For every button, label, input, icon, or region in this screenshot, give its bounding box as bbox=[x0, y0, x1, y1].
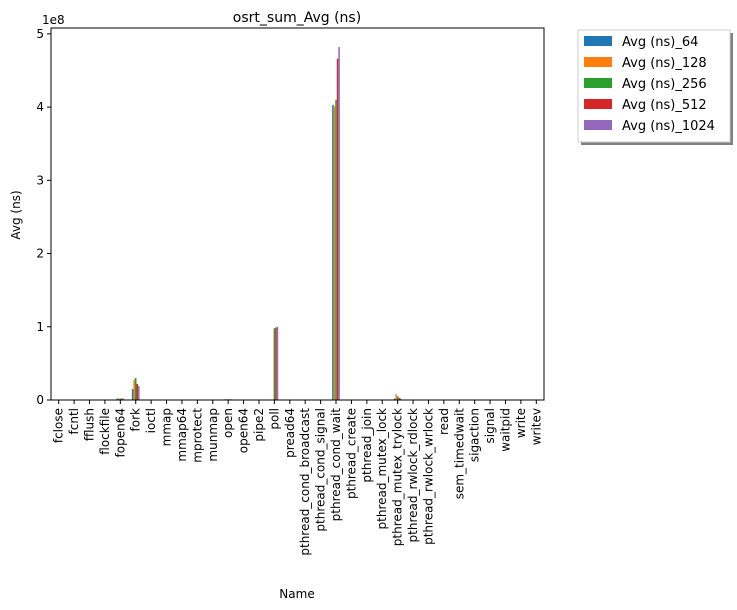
x-tick-label: pthread_mutex_trylock bbox=[391, 408, 405, 546]
x-tick-label: waitpid bbox=[498, 408, 512, 452]
bar-avg-ns-256-fopen64 bbox=[119, 398, 122, 400]
y-tick-label: 0 bbox=[36, 393, 44, 407]
x-tick-label: flockfile bbox=[98, 408, 112, 455]
y-axis-ticks: 0 1 2 3 4 5 bbox=[36, 27, 51, 407]
x-tick-label: pthread_cond_wait bbox=[329, 408, 343, 522]
x-tick-label: pipe2 bbox=[252, 408, 266, 442]
bar-avg-ns-1024-poll bbox=[276, 326, 279, 400]
x-tick-label: signal bbox=[483, 408, 497, 444]
bar-avg-ns-256-poll bbox=[273, 328, 276, 400]
y-axis-label: Avg (ns) bbox=[9, 190, 23, 239]
bar-avg-ns-128-fork bbox=[133, 379, 135, 400]
bar-avg-ns-128-pthread-mutex-trylock bbox=[395, 394, 397, 400]
x-tick-label: read bbox=[437, 408, 451, 435]
x-tick-label: pthread_cond_signal bbox=[314, 408, 328, 532]
legend-entry-label: Avg (ns)_512 bbox=[622, 98, 707, 113]
x-tick-label: pread64 bbox=[283, 408, 297, 458]
bar-avg-ns-64-pthread-mutex-trylock bbox=[393, 398, 396, 400]
chart-title: osrt_sum_Avg (ns) bbox=[233, 10, 361, 26]
x-tick-label: pthread_join bbox=[360, 408, 374, 483]
y-tick-label: 5 bbox=[36, 27, 44, 41]
bar-avg-ns-256-pthread-cond-wait bbox=[335, 99, 337, 400]
legend-entry-label: Avg (ns)_64 bbox=[622, 35, 698, 50]
x-tick-label: open64 bbox=[237, 408, 251, 453]
bar-avg-ns-256-pthread-mutex-trylock bbox=[396, 396, 399, 400]
x-axis-ticks: fclose fcntl fflush flockfile fopen64 fork ioc… bbox=[52, 400, 543, 556]
bar-avg-ns-64-fork bbox=[131, 389, 134, 400]
bar-avg-ns-1024-fopen64 bbox=[122, 398, 125, 400]
x-tick-label: fflush bbox=[83, 408, 97, 441]
bar-avg-ns-1024-pthread-mutex-trylock bbox=[399, 398, 402, 400]
y-axis-multiplier: 1e8 bbox=[42, 13, 65, 27]
y-tick-label: 2 bbox=[36, 247, 44, 261]
x-tick-label: fork bbox=[129, 408, 143, 432]
legend: Avg (ns)_64 Avg (ns)_128 Avg (ns)_256 Avg (… bbox=[577, 29, 733, 145]
x-tick-label: write bbox=[514, 408, 528, 438]
x-tick-label: pthread_create bbox=[344, 408, 358, 499]
legend-swatch bbox=[584, 78, 612, 88]
x-tick-label: munmap bbox=[206, 408, 220, 462]
bar-avg-ns-512-pthread-mutex-trylock bbox=[398, 397, 400, 400]
x-tick-label: pthread_cond_broadcast bbox=[298, 408, 312, 556]
legend-swatch bbox=[584, 36, 612, 46]
y-tick-label: 1 bbox=[36, 320, 44, 334]
legend-entry-label: Avg (ns)_128 bbox=[622, 56, 707, 71]
plot-area-frame bbox=[50, 27, 545, 401]
x-tick-label: mprotect bbox=[190, 408, 204, 463]
bar-avg-ns-512-fork bbox=[136, 383, 139, 400]
bars-group bbox=[116, 47, 402, 400]
legend-swatch bbox=[584, 120, 612, 130]
x-tick-label: open bbox=[221, 408, 235, 438]
y-tick-label: 4 bbox=[36, 100, 44, 114]
x-tick-label: fclose bbox=[52, 408, 66, 443]
x-tick-label: sigaction bbox=[468, 408, 482, 462]
x-tick-label: pthread_rwlock_rdlock bbox=[406, 408, 420, 543]
bar-avg-ns-512-poll bbox=[275, 327, 277, 400]
x-tick-label: pthread_mutex_lock bbox=[375, 408, 389, 529]
x-tick-label: fcntl bbox=[67, 408, 81, 434]
legend-swatch bbox=[584, 99, 612, 109]
x-tick-label: sem_timedwait bbox=[452, 408, 466, 500]
bar-avg-ns-1024-pthread-cond-wait bbox=[338, 47, 340, 400]
bar-avg-ns-128-fopen64 bbox=[118, 398, 120, 400]
x-tick-label: poll bbox=[267, 408, 281, 430]
bar-avg-ns-1024-fork bbox=[138, 386, 140, 400]
bar-avg-ns-256-fork bbox=[134, 378, 137, 400]
x-tick-label: pthread_rwlock_wrlock bbox=[421, 408, 435, 545]
x-tick-label: fopen64 bbox=[113, 408, 127, 457]
bar-avg-ns-64-pthread-cond-wait bbox=[332, 104, 334, 400]
bar-avg-ns-128-pthread-cond-wait bbox=[333, 106, 336, 400]
x-tick-label: ioctl bbox=[144, 408, 158, 433]
bar-avg-ns-512-fopen64 bbox=[121, 398, 123, 400]
legend-entry-label: Avg (ns)_256 bbox=[622, 77, 707, 92]
x-tick-label: writev bbox=[529, 408, 543, 445]
legend-swatch bbox=[584, 57, 612, 67]
y-tick-label: 3 bbox=[36, 173, 44, 187]
bar-avg-ns-64-fopen64 bbox=[116, 398, 119, 400]
bar-avg-ns-512-pthread-cond-wait bbox=[336, 58, 339, 400]
legend-entry-label: Avg (ns)_1024 bbox=[622, 119, 715, 134]
x-tick-label: mmap64 bbox=[175, 408, 189, 462]
x-axis-label: Name bbox=[279, 587, 314, 601]
x-tick-label: mmap bbox=[160, 408, 174, 446]
